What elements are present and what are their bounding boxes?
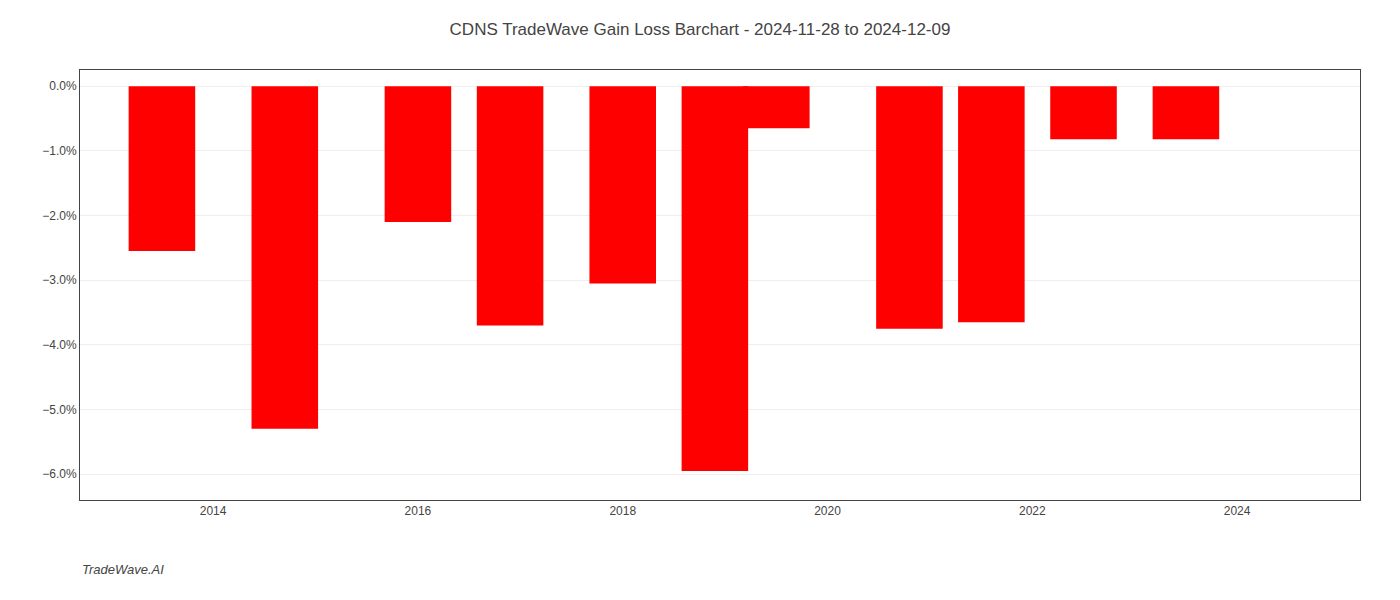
svg-text:2024: 2024 xyxy=(1224,504,1251,518)
svg-text:TradeWave.AI: TradeWave.AI xyxy=(82,562,164,577)
svg-text:2014: 2014 xyxy=(200,504,227,518)
svg-text:−2.0%: −2.0% xyxy=(42,209,77,223)
svg-text:−3.0%: −3.0% xyxy=(42,273,77,287)
svg-text:2018: 2018 xyxy=(609,504,636,518)
svg-text:−6.0%: −6.0% xyxy=(42,467,77,481)
svg-text:−5.0%: −5.0% xyxy=(42,403,77,417)
svg-text:2016: 2016 xyxy=(405,504,432,518)
svg-text:0.0%: 0.0% xyxy=(49,79,77,93)
svg-text:2022: 2022 xyxy=(1019,504,1046,518)
svg-text:CDNS TradeWave Gain Loss Barch: CDNS TradeWave Gain Loss Barchart - 2024… xyxy=(450,20,951,39)
svg-text:−4.0%: −4.0% xyxy=(42,338,77,352)
svg-text:2020: 2020 xyxy=(814,504,841,518)
svg-text:−1.0%: −1.0% xyxy=(42,144,77,158)
